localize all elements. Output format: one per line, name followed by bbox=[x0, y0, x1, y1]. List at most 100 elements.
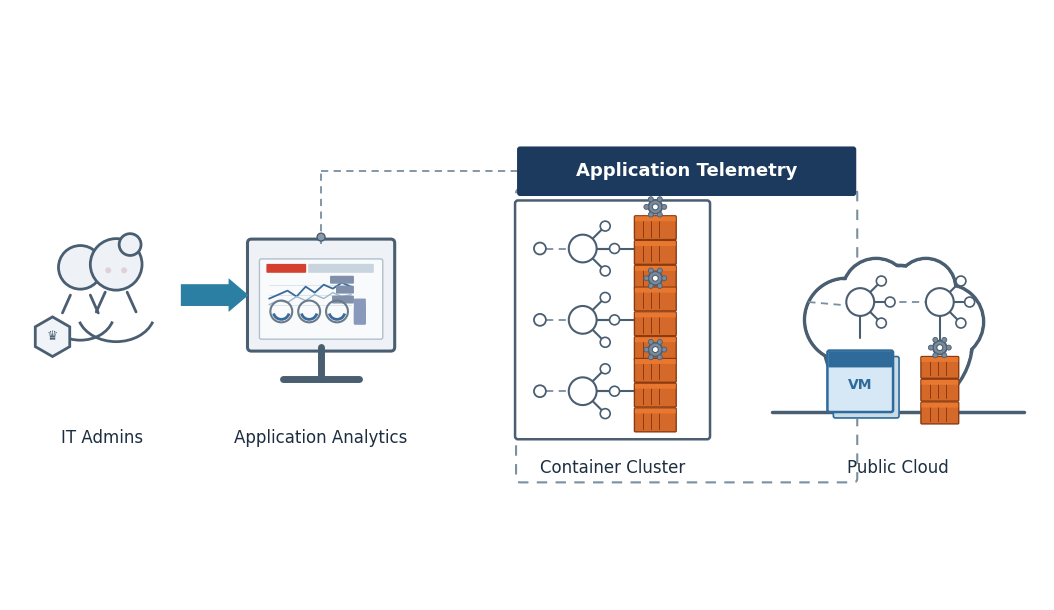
FancyBboxPatch shape bbox=[635, 265, 677, 289]
Circle shape bbox=[648, 200, 662, 214]
Circle shape bbox=[658, 196, 662, 202]
Circle shape bbox=[600, 409, 610, 418]
Circle shape bbox=[569, 378, 597, 405]
Circle shape bbox=[658, 268, 662, 273]
FancyBboxPatch shape bbox=[308, 264, 374, 273]
FancyBboxPatch shape bbox=[635, 359, 677, 382]
Circle shape bbox=[600, 364, 610, 374]
FancyBboxPatch shape bbox=[635, 337, 676, 342]
FancyBboxPatch shape bbox=[635, 266, 676, 271]
FancyBboxPatch shape bbox=[259, 259, 383, 339]
FancyBboxPatch shape bbox=[635, 312, 677, 336]
Circle shape bbox=[644, 347, 649, 352]
Circle shape bbox=[652, 204, 659, 210]
Circle shape bbox=[942, 337, 946, 342]
FancyBboxPatch shape bbox=[635, 337, 677, 361]
FancyBboxPatch shape bbox=[635, 383, 677, 407]
Text: ♛: ♛ bbox=[46, 330, 58, 343]
FancyBboxPatch shape bbox=[336, 285, 354, 293]
Circle shape bbox=[648, 343, 662, 356]
Circle shape bbox=[825, 267, 971, 412]
Circle shape bbox=[662, 347, 667, 352]
Circle shape bbox=[648, 196, 653, 202]
Circle shape bbox=[105, 267, 112, 273]
Circle shape bbox=[910, 286, 981, 357]
Circle shape bbox=[648, 339, 653, 344]
Text: Public Cloud: Public Cloud bbox=[847, 459, 949, 476]
FancyBboxPatch shape bbox=[635, 287, 677, 311]
FancyBboxPatch shape bbox=[921, 380, 958, 385]
Circle shape bbox=[898, 260, 954, 316]
Circle shape bbox=[933, 353, 938, 358]
Circle shape bbox=[652, 275, 659, 281]
FancyBboxPatch shape bbox=[635, 240, 677, 264]
Circle shape bbox=[600, 221, 610, 231]
Circle shape bbox=[119, 234, 141, 256]
Circle shape bbox=[933, 337, 938, 342]
Text: Container Cluster: Container Cluster bbox=[540, 459, 685, 476]
FancyBboxPatch shape bbox=[635, 384, 676, 389]
Circle shape bbox=[58, 246, 102, 289]
Circle shape bbox=[662, 276, 667, 281]
Circle shape bbox=[842, 259, 910, 326]
Circle shape bbox=[609, 315, 620, 325]
Circle shape bbox=[648, 268, 653, 273]
Circle shape bbox=[846, 288, 874, 316]
FancyBboxPatch shape bbox=[921, 403, 958, 407]
Circle shape bbox=[662, 204, 667, 209]
Circle shape bbox=[885, 297, 895, 307]
Circle shape bbox=[964, 297, 975, 307]
FancyBboxPatch shape bbox=[635, 216, 677, 240]
Circle shape bbox=[876, 318, 886, 328]
Circle shape bbox=[652, 346, 659, 353]
FancyBboxPatch shape bbox=[248, 239, 394, 351]
Circle shape bbox=[648, 355, 653, 360]
FancyBboxPatch shape bbox=[921, 402, 959, 424]
FancyBboxPatch shape bbox=[921, 379, 959, 401]
FancyBboxPatch shape bbox=[635, 288, 676, 293]
FancyBboxPatch shape bbox=[635, 359, 676, 364]
FancyBboxPatch shape bbox=[828, 351, 892, 367]
Circle shape bbox=[876, 276, 886, 286]
Circle shape bbox=[907, 284, 983, 359]
FancyBboxPatch shape bbox=[332, 296, 354, 304]
FancyBboxPatch shape bbox=[834, 356, 899, 418]
Circle shape bbox=[658, 212, 662, 217]
FancyBboxPatch shape bbox=[354, 298, 366, 325]
Circle shape bbox=[644, 204, 649, 209]
FancyBboxPatch shape bbox=[354, 304, 366, 325]
Circle shape bbox=[569, 235, 597, 262]
Circle shape bbox=[946, 345, 952, 350]
Circle shape bbox=[600, 266, 610, 276]
FancyBboxPatch shape bbox=[827, 351, 893, 412]
Circle shape bbox=[648, 271, 662, 285]
FancyBboxPatch shape bbox=[515, 201, 710, 439]
Circle shape bbox=[569, 306, 597, 334]
Circle shape bbox=[600, 292, 610, 303]
Circle shape bbox=[648, 284, 653, 289]
Circle shape bbox=[534, 243, 546, 254]
FancyBboxPatch shape bbox=[635, 241, 676, 246]
Polygon shape bbox=[35, 317, 70, 356]
FancyBboxPatch shape bbox=[921, 356, 959, 378]
Circle shape bbox=[609, 386, 620, 396]
Circle shape bbox=[658, 355, 662, 360]
Circle shape bbox=[609, 243, 620, 254]
Text: Application Analytics: Application Analytics bbox=[234, 429, 408, 447]
Circle shape bbox=[956, 276, 965, 286]
Bar bbox=[768, 389, 1028, 419]
Circle shape bbox=[937, 345, 942, 351]
Circle shape bbox=[823, 265, 973, 414]
Circle shape bbox=[844, 260, 907, 324]
Circle shape bbox=[644, 276, 649, 281]
FancyBboxPatch shape bbox=[267, 264, 306, 273]
Circle shape bbox=[317, 233, 325, 241]
Circle shape bbox=[956, 318, 965, 328]
FancyArrow shape bbox=[181, 278, 249, 312]
Text: VM: VM bbox=[848, 378, 873, 392]
Circle shape bbox=[804, 278, 889, 362]
FancyBboxPatch shape bbox=[354, 306, 366, 325]
Circle shape bbox=[942, 353, 946, 358]
FancyBboxPatch shape bbox=[635, 409, 676, 414]
Circle shape bbox=[925, 288, 954, 316]
